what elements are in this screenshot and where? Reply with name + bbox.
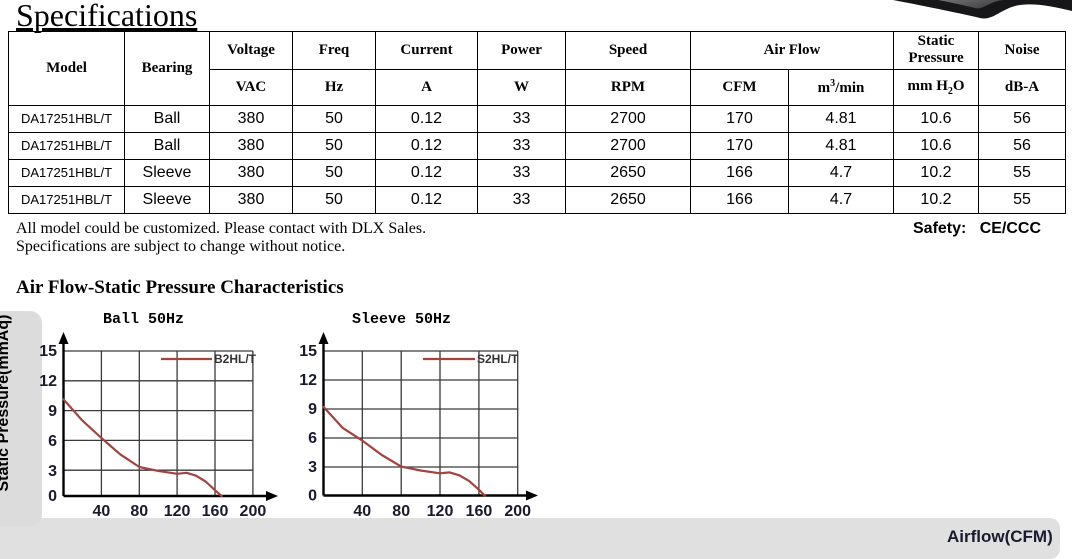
svg-text:80: 80 (392, 503, 410, 520)
svg-text:B2HL/T: B2HL/T (214, 352, 257, 366)
svg-text:15: 15 (39, 343, 57, 360)
svg-text:40: 40 (93, 503, 111, 520)
svg-text:6: 6 (308, 430, 317, 447)
svg-text:3: 3 (48, 463, 57, 480)
svg-text:160: 160 (202, 503, 229, 520)
svg-text:12: 12 (299, 372, 317, 389)
svg-text:40: 40 (353, 503, 371, 520)
svg-text:9: 9 (48, 403, 57, 420)
svg-text:S2HL/T: S2HL/T (477, 352, 519, 366)
svg-text:120: 120 (427, 503, 454, 520)
svg-text:160: 160 (466, 503, 493, 520)
svg-text:120: 120 (164, 503, 191, 520)
svg-text:3: 3 (308, 459, 317, 476)
svg-text:15: 15 (299, 343, 317, 360)
svg-text:12: 12 (39, 373, 57, 390)
svg-text:200: 200 (504, 503, 531, 520)
svg-text:6: 6 (48, 433, 57, 450)
svg-text:200: 200 (240, 503, 267, 520)
svg-text:0: 0 (308, 488, 317, 505)
svg-text:9: 9 (308, 401, 317, 418)
svg-text:0: 0 (48, 488, 57, 505)
svg-text:80: 80 (130, 503, 148, 520)
